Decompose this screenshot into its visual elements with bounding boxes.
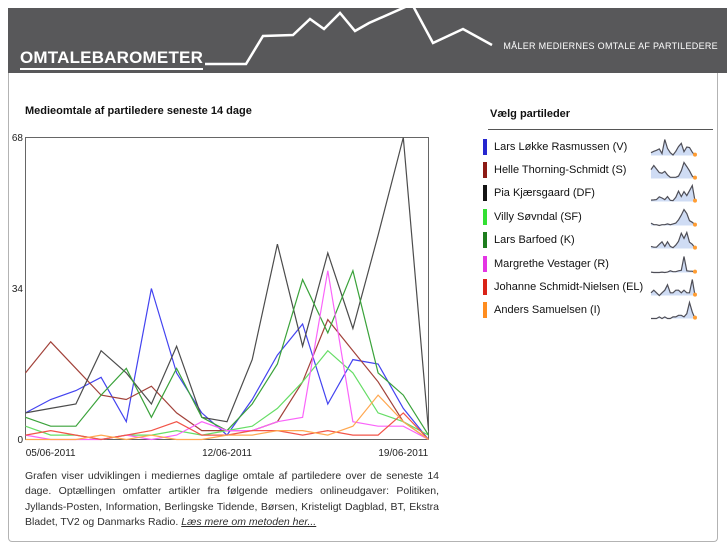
sparkline-end-dot [693,175,697,180]
party-sparkline [651,300,697,321]
y-axis-label: 0 [17,435,23,446]
legend-row-V[interactable]: Lars Løkke Rasmussen (V) [483,135,715,158]
party-sparkline [650,279,697,297]
series-line-K [25,268,430,436]
series-line-V [25,288,429,440]
sparkline-fill [651,162,695,179]
sparkline-line [650,184,696,202]
party-sparkline [650,184,697,204]
chart-title: Medieomtale af partiledere seneste 14 da… [25,105,252,117]
legend-divider [488,129,713,130]
party-color-bar [483,302,487,319]
party-color-bar [483,279,487,296]
sparkline-end-dot [693,152,697,157]
sparkline-fill [651,302,695,319]
x-axis-label: 19/06-2011 [378,448,428,459]
party-sparkline [650,231,697,250]
sparkline-fill [651,232,695,249]
sparkline-line [651,300,696,320]
party-color-bar [483,208,487,225]
sparkline-end-dot [693,292,697,297]
party-name-label: Margrethe Vestager (R) [494,257,609,270]
sparkline-fill [651,256,695,273]
sparkline-line [650,139,696,156]
sparkline-fill [651,185,695,202]
party-color-bar [483,232,487,249]
party-sparkline [650,139,697,157]
sparkline-fill [651,139,695,156]
party-name-label: Anders Samuelsen (I) [494,304,601,317]
party-color-bar [483,185,487,202]
sparkline-fill [651,279,695,296]
party-sparkline [650,161,697,180]
party-color-bar [483,138,487,155]
sparkline-fill [651,209,695,226]
series-line-R [25,270,429,441]
footer-description: Grafen viser udviklingen i mediernes dag… [25,470,439,529]
party-leader-panel: Vælg partileder Lars Løkke Rasmussen (V)… [483,108,715,322]
party-name-label: Villy Søvndal (SF) [494,210,582,223]
x-axis-label: 12/06-2011 [202,448,252,459]
series-line-SF [25,349,429,441]
sparkline-line [650,279,696,297]
party-name-label: Lars Løkke Rasmussen (V) [494,140,628,153]
party-name-label: Lars Barfoed (K) [494,234,575,247]
app-logo: OMTALEBAROMETER [20,48,204,70]
series-line-DF [25,137,430,431]
sparkline-end-dot [693,199,697,204]
legend-row-R[interactable]: Margrethe Vestager (R) [483,252,715,275]
legend-row-EL[interactable]: Johanne Schmidt-Nielsen (EL) [483,275,715,298]
party-name-label: Helle Thorning-Schmidt (S) [494,164,627,177]
party-name-label: Johanne Schmidt-Nielsen (EL) [494,281,644,294]
plot-border [25,137,429,440]
legend-row-I[interactable]: Anders Samuelsen (I) [483,299,715,322]
footer-text: Grafen viser udviklingen i mediernes dag… [25,469,439,531]
party-color-bar [483,255,487,272]
party-sparkline [650,208,697,227]
header-tagline: MÅLER MEDIERNES OMTALE AF PARTILEDERE [503,41,718,51]
sparkline-line [650,161,696,180]
sparkline-line [650,256,696,273]
media-chart: 0 34 68 05/06-2011 12/06-2011 19/06-2011 [0,126,450,466]
y-axis-label: 34 [12,284,24,295]
sparkline-line [650,208,696,226]
party-color-bar [483,162,487,179]
legend-rows: Lars Løkke Rasmussen (V) Helle Thorning-S… [483,135,715,322]
sparkline-end-dot [693,245,697,250]
legend-row-SF[interactable]: Villy Søvndal (SF) [483,205,715,228]
sparkline-end-dot [693,316,697,321]
page-border [8,8,718,542]
party-name-label: Pia Kjærsgaard (DF) [494,187,595,200]
legend-row-K[interactable]: Lars Barfoed (K) [483,229,715,252]
party-sparkline [650,256,697,274]
series-line-I [25,394,429,441]
legend-row-S[interactable]: Helle Thorning-Schmidt (S) [483,158,715,181]
sparkline-end-dot [693,222,697,227]
legend-row-DF[interactable]: Pia Kjærsgaard (DF) [483,182,715,205]
legend-title: Vælg partileder [490,108,571,120]
sparkline-end-dot [693,269,697,274]
y-axis-label: 68 [12,133,24,144]
sparkline-line [650,231,696,249]
methodology-link[interactable]: Læs mere om metoden her... [181,516,317,529]
x-axis-label: 05/06-2011 [26,448,76,459]
